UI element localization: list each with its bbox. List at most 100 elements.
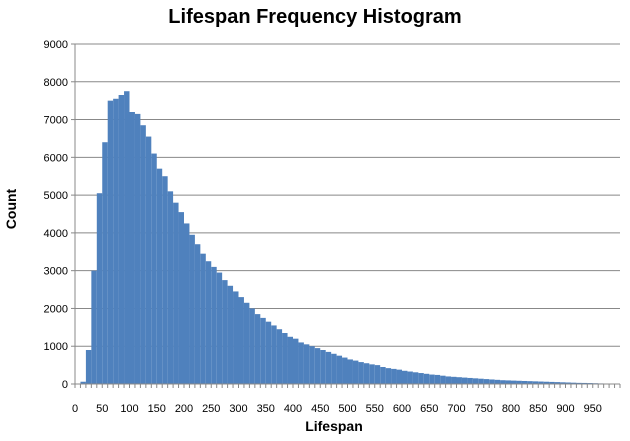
- histogram-bar: [102, 142, 108, 384]
- histogram-bar: [478, 378, 484, 384]
- histogram-bar: [145, 136, 152, 384]
- histogram-bar: [560, 382, 566, 384]
- histogram-bar: [352, 360, 359, 384]
- histogram-bar: [331, 353, 337, 384]
- histogram-bar: [211, 266, 217, 384]
- histogram-bars: [75, 91, 620, 385]
- x-tick-label: 650: [420, 403, 438, 415]
- histogram-bar: [254, 314, 261, 384]
- x-tick-label: 950: [584, 403, 602, 415]
- x-tick-label: 600: [393, 403, 411, 415]
- y-tick-label: 6000: [44, 152, 68, 164]
- histogram-bar: [500, 380, 506, 384]
- histogram-bar: [303, 344, 310, 384]
- histogram-bar: [249, 308, 255, 384]
- histogram-bar: [189, 234, 195, 384]
- histogram-bar: [80, 381, 86, 384]
- histogram-bar: [309, 346, 315, 384]
- y-tick-label: 3000: [44, 266, 68, 278]
- x-tick-label: 800: [502, 403, 520, 415]
- x-tick-label: 900: [556, 403, 574, 415]
- histogram-bar: [538, 381, 544, 384]
- histogram-bar: [369, 364, 375, 384]
- histogram-bar: [505, 380, 511, 384]
- x-axis-label: Lifespan: [305, 418, 363, 434]
- histogram-bar: [238, 297, 244, 384]
- histogram-bar: [412, 372, 419, 384]
- histogram-bar: [194, 244, 201, 384]
- histogram-bar: [429, 374, 435, 384]
- x-tick-label: 0: [72, 403, 78, 415]
- histogram-bar: [227, 285, 234, 384]
- histogram-bar: [380, 367, 386, 384]
- histogram-bar: [440, 375, 446, 384]
- histogram-bar: [543, 381, 550, 384]
- histogram-bar: [347, 359, 353, 384]
- histogram-bar: [216, 272, 223, 384]
- histogram-bar: [407, 371, 413, 384]
- histogram-bar: [222, 280, 228, 384]
- histogram-bar: [107, 100, 114, 385]
- x-tick-label: 400: [284, 403, 302, 415]
- histogram-bar: [156, 168, 163, 384]
- histogram-bar: [549, 381, 555, 384]
- histogram-bar: [576, 382, 582, 384]
- y-tick-label: 9000: [44, 39, 68, 51]
- y-tick-label: 2000: [44, 303, 68, 315]
- histogram-bar: [467, 377, 473, 384]
- histogram-bar: [451, 376, 457, 384]
- histogram-bar: [91, 270, 97, 384]
- histogram-bar: [374, 365, 381, 384]
- x-tick-label: 500: [338, 403, 356, 415]
- histogram-bar: [287, 336, 293, 384]
- y-axis-label: Count: [3, 188, 19, 229]
- histogram-bar: [271, 325, 277, 384]
- histogram-bar: [494, 379, 501, 384]
- histogram-bar: [527, 381, 533, 384]
- histogram-bar: [205, 261, 212, 384]
- x-tick-label: 300: [229, 403, 247, 415]
- x-tick-label: 200: [175, 403, 193, 415]
- x-tick-label: 350: [257, 403, 275, 415]
- histogram-bar: [516, 380, 522, 384]
- histogram-bar: [243, 302, 250, 384]
- histogram-bar: [581, 382, 588, 384]
- histogram-bar: [298, 342, 304, 384]
- histogram-bar: [483, 379, 490, 384]
- histogram-bar: [129, 112, 135, 384]
- histogram-bar: [282, 333, 288, 384]
- axes: [71, 43, 621, 388]
- x-tick-label: 250: [202, 403, 220, 415]
- histogram-bar: [167, 191, 174, 384]
- x-tick-label: 550: [366, 403, 384, 415]
- histogram-bar: [570, 382, 577, 384]
- histogram-bar: [178, 212, 184, 384]
- histogram-bar: [134, 113, 141, 384]
- y-tick-label: 7000: [44, 115, 68, 127]
- histogram-bar: [489, 379, 495, 384]
- histogram-bar: [396, 369, 402, 384]
- histogram-bar: [554, 382, 561, 384]
- histogram-bar: [336, 355, 343, 384]
- histogram-bar: [140, 125, 146, 384]
- histogram-bar: [265, 321, 272, 384]
- histogram-bar: [402, 370, 408, 384]
- y-tick-label: 4000: [44, 228, 68, 240]
- histogram-bar: [418, 373, 424, 384]
- histogram-bar: [162, 176, 168, 384]
- x-tick-label: 150: [148, 403, 166, 415]
- y-tick-labels: 0 1000 2000 3000 4000 5000 6000 7000 8000 9000: [44, 39, 68, 391]
- histogram-bar: [151, 153, 157, 384]
- histogram-bar: [260, 317, 266, 384]
- histogram-bar: [124, 91, 130, 384]
- x-tick-labels: 0 50 100 150 200 250 300 350 400 450 500 550 600 650 7…: [72, 403, 602, 415]
- x-tick-label: 750: [475, 403, 493, 415]
- y-tick-label: 0: [62, 379, 68, 391]
- x-tick-label: 450: [311, 403, 329, 415]
- chart-title: Lifespan Frequency Histogram: [168, 6, 461, 28]
- histogram-bar: [200, 253, 206, 384]
- histogram-bar: [532, 381, 539, 384]
- histogram-bar: [320, 350, 326, 384]
- histogram-bar: [521, 380, 528, 384]
